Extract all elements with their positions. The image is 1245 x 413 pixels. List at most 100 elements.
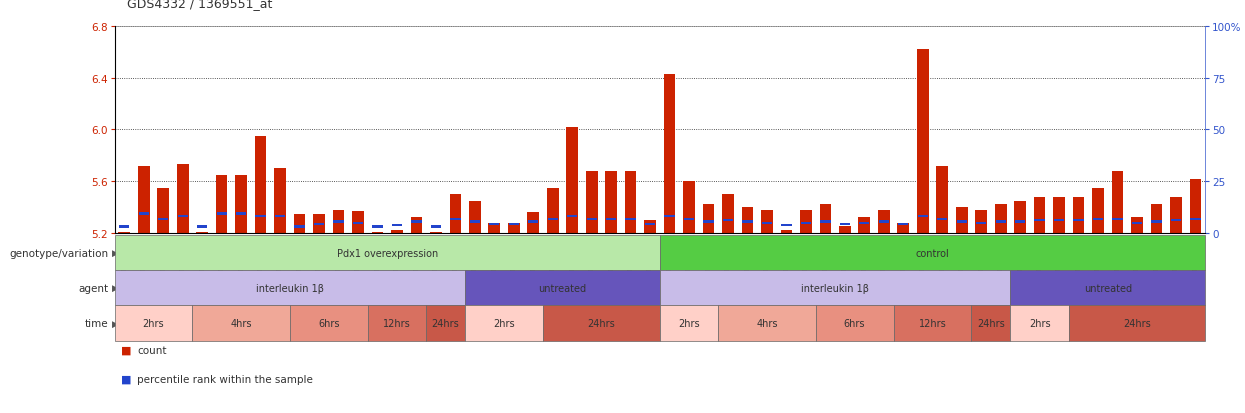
Bar — [996, 221, 1006, 223]
Bar — [1055, 219, 1064, 222]
Bar — [352, 211, 364, 233]
Text: 24hrs: 24hrs — [1123, 318, 1150, 328]
Bar — [508, 223, 519, 233]
Bar — [1112, 218, 1123, 221]
Bar — [138, 166, 149, 233]
Bar — [898, 223, 909, 225]
Bar — [801, 210, 812, 233]
Bar — [1150, 205, 1163, 233]
Bar — [586, 171, 598, 233]
Bar — [625, 171, 636, 233]
Bar — [547, 188, 559, 233]
Bar — [372, 226, 382, 228]
Bar — [878, 210, 890, 233]
Text: ▶: ▶ — [112, 319, 120, 328]
Bar — [839, 227, 850, 233]
Bar — [294, 214, 305, 233]
Bar — [1093, 218, 1103, 221]
Text: GDS4332 / 1369551_at: GDS4332 / 1369551_at — [127, 0, 273, 10]
Bar — [489, 223, 499, 225]
Text: ▶: ▶ — [112, 284, 120, 292]
Bar — [178, 216, 188, 218]
Bar — [975, 210, 987, 233]
Text: 2hrs: 2hrs — [1028, 318, 1051, 328]
Bar — [237, 213, 247, 215]
Text: 12hrs: 12hrs — [383, 318, 411, 328]
Bar — [528, 221, 538, 223]
Bar — [801, 222, 810, 224]
Text: 2hrs: 2hrs — [493, 318, 515, 328]
Text: 4hrs: 4hrs — [230, 318, 251, 328]
Bar — [449, 195, 461, 233]
Bar — [274, 169, 286, 233]
Bar — [859, 222, 869, 224]
Bar — [158, 218, 168, 221]
Bar — [1073, 197, 1084, 233]
Bar — [1073, 219, 1083, 222]
Bar — [606, 218, 616, 221]
Bar — [684, 182, 695, 233]
Text: Pdx1 overexpression: Pdx1 overexpression — [336, 248, 438, 258]
Bar — [820, 221, 830, 223]
Bar — [157, 188, 169, 233]
Bar — [1092, 188, 1104, 233]
Text: count: count — [137, 345, 167, 355]
Bar — [314, 214, 325, 233]
Bar — [703, 221, 713, 223]
Text: control: control — [915, 248, 950, 258]
Bar — [566, 216, 578, 218]
Bar — [859, 218, 870, 233]
Bar — [528, 213, 539, 233]
Bar — [819, 205, 832, 233]
Text: 4hrs: 4hrs — [756, 318, 778, 328]
Text: untreated: untreated — [1083, 283, 1132, 293]
Bar — [1170, 219, 1182, 222]
Bar — [702, 205, 715, 233]
Bar — [839, 223, 850, 225]
Bar — [332, 210, 345, 233]
Text: 24hrs: 24hrs — [977, 318, 1005, 328]
Bar — [664, 75, 676, 233]
Bar — [391, 231, 403, 233]
Bar — [586, 218, 596, 221]
Bar — [1112, 171, 1123, 233]
Bar — [879, 221, 889, 223]
Bar — [1033, 197, 1046, 233]
Bar — [138, 213, 149, 215]
Bar — [742, 207, 753, 233]
Bar — [177, 165, 188, 233]
Bar — [644, 221, 656, 233]
Text: ■: ■ — [121, 374, 131, 384]
Bar — [314, 223, 324, 225]
Bar — [334, 221, 344, 223]
Bar — [1035, 219, 1045, 222]
Bar — [451, 218, 461, 221]
Bar — [197, 226, 208, 228]
Bar — [936, 166, 949, 233]
Text: 24hrs: 24hrs — [432, 318, 459, 328]
Text: ▶: ▶ — [112, 249, 120, 257]
Bar — [411, 221, 422, 223]
Bar — [1170, 197, 1182, 233]
Bar — [411, 218, 422, 233]
Bar — [275, 216, 285, 218]
Bar — [782, 225, 792, 227]
Bar — [197, 232, 208, 233]
Bar — [509, 223, 519, 225]
Bar — [566, 128, 578, 233]
Bar — [255, 216, 265, 218]
Text: percentile rank within the sample: percentile rank within the sample — [137, 374, 312, 384]
Bar — [761, 210, 773, 233]
Bar — [976, 222, 986, 224]
Bar — [235, 175, 247, 233]
Bar — [255, 137, 266, 233]
Bar — [488, 223, 500, 233]
Bar — [392, 225, 402, 227]
Text: interleukin 1β: interleukin 1β — [801, 283, 869, 293]
Text: 2hrs: 2hrs — [143, 318, 164, 328]
Text: 2hrs: 2hrs — [679, 318, 700, 328]
Text: 12hrs: 12hrs — [919, 318, 946, 328]
Bar — [215, 175, 228, 233]
Bar — [430, 232, 442, 233]
Text: genotype/variation: genotype/variation — [9, 248, 108, 258]
